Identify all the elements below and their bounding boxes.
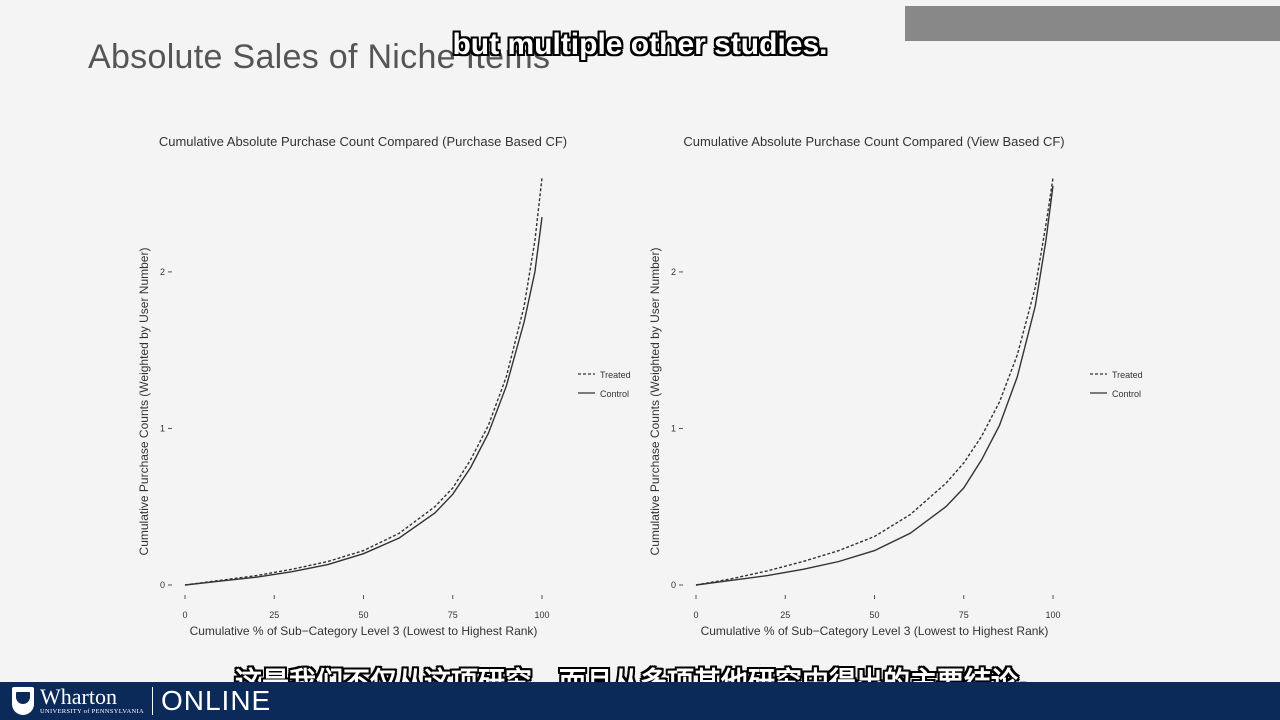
footer-bar xyxy=(0,682,1280,720)
series-line-control xyxy=(695,185,1054,586)
x-tick-label: 100 xyxy=(1045,610,1060,620)
logo-wharton: Wharton xyxy=(40,684,117,710)
x-axis-label: Cumulative % of Sub−Category Level 3 (Lo… xyxy=(701,624,1049,638)
series-line-treated xyxy=(184,177,543,586)
logo-divider xyxy=(151,687,153,715)
y-axis-label: Cumulative Purchase Counts (Weighted by … xyxy=(137,248,151,556)
legend-label-treated: Treated xyxy=(600,370,631,380)
x-tick-label: 0 xyxy=(693,610,698,620)
series-line-control xyxy=(184,217,543,586)
x-tick-label: 75 xyxy=(959,610,969,620)
caption-background-box xyxy=(905,6,1280,41)
english-subtitle: but multiple other studies. xyxy=(452,28,828,61)
y-tick-label: 1 xyxy=(160,423,165,433)
y-axis-label: Cumulative Purchase Counts (Weighted by … xyxy=(648,248,662,556)
y-tick-label: 1 xyxy=(671,423,676,433)
x-tick-label: 0 xyxy=(182,610,187,620)
x-tick-label: 50 xyxy=(869,610,879,620)
legend-label-control: Control xyxy=(600,389,629,399)
wharton-online-logo: Wharton UNIVERSITY of PENNSYLVANIA ONLIN… xyxy=(12,684,271,718)
y-tick-label: 2 xyxy=(671,267,676,277)
x-tick-label: 25 xyxy=(269,610,279,620)
x-axis-label: Cumulative % of Sub−Category Level 3 (Lo… xyxy=(190,624,538,638)
y-tick-label: 0 xyxy=(160,580,165,590)
y-tick-label: 2 xyxy=(160,267,165,277)
chart-title: Cumulative Absolute Purchase Count Compa… xyxy=(683,134,1064,149)
series-line-treated xyxy=(695,177,1054,586)
x-tick-label: 75 xyxy=(448,610,458,620)
y-tick-label: 0 xyxy=(671,580,676,590)
legend-label-treated: Treated xyxy=(1112,370,1143,380)
x-tick-label: 100 xyxy=(534,610,549,620)
shield-icon xyxy=(12,687,34,715)
chart-title: Cumulative Absolute Purchase Count Compa… xyxy=(159,134,567,149)
x-tick-label: 25 xyxy=(780,610,790,620)
logo-upenn: UNIVERSITY of PENNSYLVANIA xyxy=(40,708,144,716)
slide-title: Absolute Sales of Niche Items xyxy=(88,38,551,76)
logo-online: ONLINE xyxy=(160,685,272,716)
logo-text: Wharton UNIVERSITY of PENNSYLVANIA xyxy=(40,686,144,716)
legend-label-control: Control xyxy=(1112,389,1141,399)
x-tick-label: 50 xyxy=(358,610,368,620)
